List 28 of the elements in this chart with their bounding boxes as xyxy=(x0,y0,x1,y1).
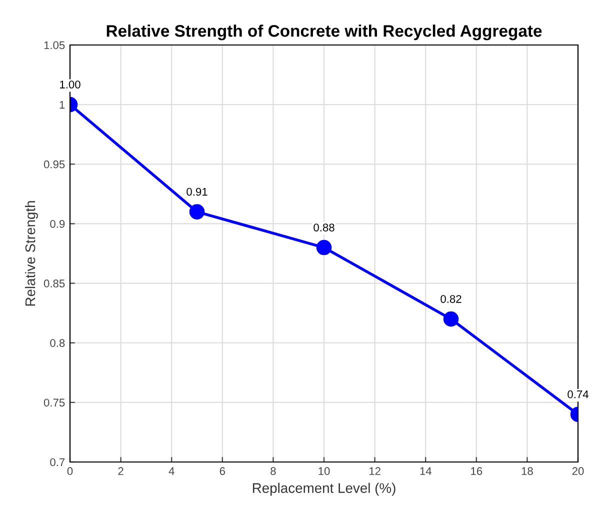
y-tick-label: 0.9 xyxy=(50,220,65,228)
y-tick-label: 1.05 xyxy=(44,41,65,50)
data-label: 0.82 xyxy=(440,295,462,303)
x-tick-label: 18 xyxy=(522,467,533,476)
x-axis-title: Replacement Level (%) xyxy=(252,482,396,496)
data-label: 0.74 xyxy=(568,390,588,398)
data-label: 1.00 xyxy=(60,80,80,88)
x-tick-label: 8 xyxy=(270,467,276,476)
data-label: 0.88 xyxy=(314,224,334,232)
data-label: 0.91 xyxy=(186,188,208,196)
x-tick-label: 14 xyxy=(420,467,432,475)
x-tick-label: 10 xyxy=(318,467,330,476)
x-tick-label: 20 xyxy=(572,467,584,476)
y-tick-label: 0.7 xyxy=(50,458,65,466)
y-tick-label: 1 xyxy=(60,100,65,109)
x-tick-label: 6 xyxy=(220,467,225,476)
y-axis-title: Relative Strength xyxy=(25,201,38,306)
x-tick-label: 12 xyxy=(369,467,380,475)
chart-title: Relative Strength of Concrete with Recycled Aggregate xyxy=(106,24,542,40)
y-tick-label: 0.75 xyxy=(44,398,65,407)
x-tick-label: 4 xyxy=(168,467,174,475)
point xyxy=(316,240,332,256)
x-tick-label: 2 xyxy=(118,467,124,475)
y-tick-label: 0.8 xyxy=(50,339,65,347)
y-tick-label: 0.85 xyxy=(44,280,65,288)
y-tick-label: 0.95 xyxy=(44,160,65,168)
x-tick-label: 16 xyxy=(471,467,482,476)
x-tick-label: 0 xyxy=(67,467,73,476)
